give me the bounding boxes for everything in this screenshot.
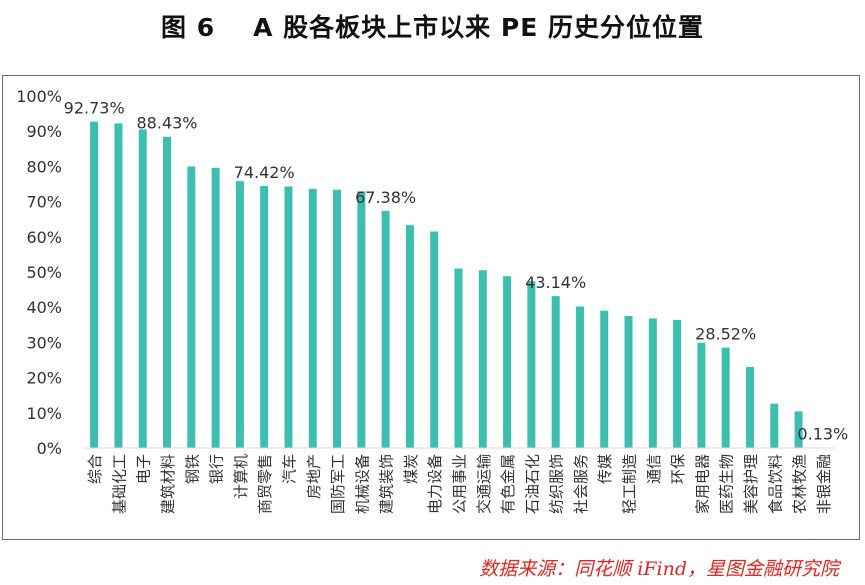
bar <box>260 186 269 449</box>
data-label: 43.14% <box>525 273 586 292</box>
x-tick-label: 基础化工 <box>110 454 128 514</box>
x-tick-label: 有色金属 <box>499 454 517 514</box>
x-tick-label: 轻工制造 <box>621 454 639 514</box>
x-tick-label: 电力设备 <box>426 454 444 514</box>
y-tick-label: 0% <box>37 439 62 458</box>
y-tick-label: 20% <box>26 369 62 388</box>
data-label: 28.52% <box>695 325 756 344</box>
bar <box>527 281 536 448</box>
y-tick-label: 30% <box>26 333 62 352</box>
y-axis: 0% 10% 20% 30% 40% 50% 60% 70% 80% 90% 100% <box>16 87 62 458</box>
bar <box>90 121 99 448</box>
y-tick-label: 50% <box>26 263 62 282</box>
x-axis-labels: 综合 基础化工 电子 建筑材料 钢铁 银行 计算机 商贸零售 汽车 房地产 国防军工 机械设备 建筑装饰… <box>86 454 833 514</box>
x-tick-label: 美容护理 <box>742 454 760 514</box>
bar-series <box>90 121 827 449</box>
x-tick-label: 医药生物 <box>718 454 736 514</box>
bar <box>211 167 220 448</box>
y-tick-label: 80% <box>26 157 62 176</box>
bar <box>624 316 633 448</box>
x-tick-label: 公用事业 <box>451 454 469 514</box>
y-tick-label: 10% <box>26 404 62 423</box>
x-tick-label: 农林牧渔 <box>791 454 809 514</box>
x-tick-label: 钢铁 <box>183 454 201 484</box>
bar <box>673 319 682 448</box>
y-tick-label: 40% <box>26 298 62 317</box>
x-tick-label: 机械设备 <box>353 454 371 514</box>
data-label: 88.43% <box>137 114 198 133</box>
bar <box>770 403 779 448</box>
bar <box>745 367 754 448</box>
bar <box>697 342 706 448</box>
bar <box>430 231 439 448</box>
x-tick-label: 家用电器 <box>693 454 711 514</box>
x-tick-label: 交通运输 <box>475 454 493 514</box>
x-tick-label: 商贸零售 <box>256 454 274 514</box>
chart-frame <box>2 75 860 540</box>
bar <box>648 318 657 448</box>
x-tick-label: 房地产 <box>305 454 323 499</box>
bar <box>575 306 584 448</box>
bar <box>308 188 317 448</box>
x-tick-label: 通信 <box>645 454 663 484</box>
x-tick-label: 非银金融 <box>815 454 833 514</box>
bar <box>138 129 147 448</box>
x-tick-label: 环保 <box>669 454 687 484</box>
bar <box>405 225 414 448</box>
x-tick-label: 建筑装饰 <box>378 454 396 514</box>
bar <box>163 136 172 449</box>
data-label: 74.42% <box>234 163 295 182</box>
data-label: 67.38% <box>355 188 416 207</box>
bar <box>284 186 293 448</box>
x-tick-label: 电子 <box>135 454 153 484</box>
y-tick-label: 100% <box>16 87 62 106</box>
x-tick-label: 传媒 <box>596 454 614 484</box>
bar <box>114 123 123 449</box>
x-tick-label: 社会服务 <box>572 454 590 514</box>
x-tick-label: 银行 <box>208 454 226 484</box>
y-tick-label: 60% <box>26 228 62 247</box>
x-tick-label: 国防军工 <box>329 454 347 514</box>
x-tick-label: 综合 <box>86 454 104 484</box>
bar <box>454 268 463 448</box>
bar <box>503 276 512 448</box>
data-labels: 92.73% 88.43% 74.42% 67.38% 43.14% 28.52% 0.13… <box>64 99 849 444</box>
bar <box>381 210 390 448</box>
x-tick-label: 食品饮料 <box>766 454 784 514</box>
bar <box>478 270 487 448</box>
bar <box>187 166 196 448</box>
x-tick-label: 计算机 <box>232 454 250 499</box>
bar <box>551 296 560 448</box>
x-tick-label: 煤炭 <box>402 454 420 484</box>
bar <box>721 347 730 448</box>
bar <box>235 181 244 448</box>
x-tick-label: 纺织服饰 <box>548 454 566 514</box>
y-tick-label: 70% <box>26 193 62 212</box>
x-tick-label: 汽车 <box>280 454 298 484</box>
bar <box>600 310 609 448</box>
data-label: 0.13% <box>797 425 848 444</box>
figure-number: 图 6 <box>161 13 216 42</box>
bar <box>333 189 342 448</box>
x-tick-label: 石油石化 <box>523 454 541 514</box>
data-source: 数据来源：同花顺 iFind，星图金融研究院 <box>479 558 839 580</box>
x-tick-label: 建筑材料 <box>159 454 177 514</box>
y-tick-label: 90% <box>26 122 62 141</box>
figure-title-text: A 股各板块上市以来 PE 历史分位位置 <box>253 13 704 42</box>
chart-title: 图 6 A 股各板块上市以来 PE 历史分位位置 <box>0 8 865 44</box>
bar <box>794 411 803 448</box>
bar <box>357 191 366 448</box>
data-label: 92.73% <box>64 99 125 118</box>
